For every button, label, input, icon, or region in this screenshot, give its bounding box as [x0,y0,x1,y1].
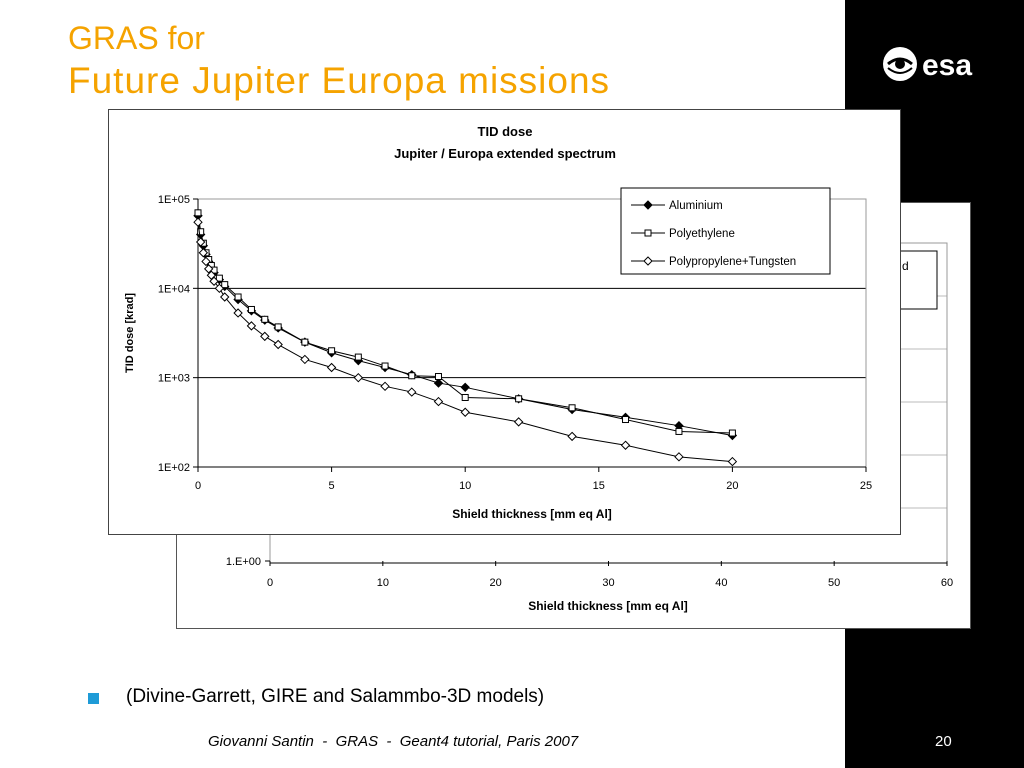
back-x-tick-label: 0 [267,577,273,589]
legend-label: Polypropylene+Tungsten [669,256,796,268]
data-point [203,264,214,274]
legend-marker-icon [643,256,653,266]
series-polyethylene [194,209,736,437]
data-point [247,305,255,313]
data-point [727,456,738,467]
legend-entry: Polypropylene+Tungsten [631,256,796,268]
data-point [198,248,209,258]
data-point [326,362,337,373]
data-point [434,373,442,381]
legend-label: Polyethylene [669,228,735,240]
esa-logo-icon: esa [883,47,972,82]
bullet-text: (Divine-Garrett, GIRE and Salammbo-3D mo… [126,686,545,707]
data-point [622,416,630,424]
data-point [675,427,683,435]
data-point [567,431,577,442]
data-point [300,354,310,365]
slide-title-line2: Future Jupiter Europa missions [68,60,611,101]
x-tick-label: 5 [329,480,335,492]
bullet-square-icon [88,692,99,704]
x-tick-label: 20 [726,480,738,492]
tid-dose-chart: TID dose Jupiter / Europa extended spect… [124,124,872,521]
data-point [260,331,270,342]
back-x-tick-label: 10 [377,577,389,589]
footer-credit: Giovanni Santin - GRAS - Geant4 tutorial… [208,733,579,750]
data-point [328,347,336,355]
data-point [215,274,223,282]
series-polypropylene-tungsten [193,217,738,467]
data-point [460,382,470,393]
data-point [233,308,243,318]
y-tick-label: 1E+05 [158,194,190,206]
data-point [620,440,631,450]
x-tick-label: 0 [195,480,201,492]
y-tick-label: 1E+04 [158,283,190,295]
data-point [433,396,444,407]
data-point [273,339,283,350]
data-point [301,338,309,346]
front-chart-panel: TID dose Jupiter / Europa extended spect… [108,109,901,535]
data-point [274,323,282,331]
data-point [197,228,205,236]
y-tick-label: 1E+02 [158,462,190,474]
data-point [214,283,225,294]
legend-marker-icon [644,229,652,237]
legend-box [620,187,831,275]
slide-title-line1: GRAS for [68,20,205,56]
chart-title: TID dose [478,124,533,139]
esa-logo-text: esa [922,49,972,82]
data-point [354,353,362,361]
esa-logo: esa [880,42,990,86]
back-x-tick-label: 40 [715,577,727,589]
data-point [728,429,736,437]
data-point [234,293,242,301]
chart-subtitle: Jupiter / Europa extended spectrum [394,146,616,161]
page-number: 20 [935,733,952,750]
legend-label: Aluminium [669,200,723,212]
data-point [220,292,230,302]
data-point [193,217,203,227]
data-point [513,417,524,427]
legend-entry: Polyethylene [631,228,735,240]
data-point [515,395,523,403]
back-x-axis-label: Shield thickness [mm eq Al] [528,599,688,613]
y-axis-label: TID dose [krad] [124,293,136,373]
legend: Aluminium Polyethylene Polypropylene+Tungs… [620,187,831,275]
back-legend-fragment: d [902,259,909,273]
data-point [221,281,229,289]
data-point [674,452,684,462]
x-tick-label: 15 [593,480,605,492]
back-x-tick-label: 30 [602,577,614,589]
data-point [353,372,364,383]
data-point [433,378,444,388]
back-y-tick-label: 1.E+00 [226,556,261,568]
x-tick-label: 10 [459,480,471,492]
data-point [201,256,211,267]
x-axis-label: Shield thickness [mm eq Al] [452,507,612,521]
data-point [246,321,257,331]
data-point [195,237,206,247]
legend-entry: Aluminium [631,200,723,212]
data-point [407,387,417,397]
y-tick-label: 1E+03 [158,373,190,385]
data-point [209,276,219,286]
data-point [408,372,416,380]
data-point [380,381,390,392]
back-x-tick-label: 60 [941,577,953,589]
data-point [568,404,576,412]
bullet-item: (Divine-Garrett, GIRE and Salammbo-3D mo… [88,686,544,708]
data-point [381,362,389,370]
legend-marker-icon [643,200,653,210]
back-x-tick-label: 50 [828,577,840,589]
data-point [261,315,269,323]
back-x-tick-label: 20 [490,577,502,589]
data-point [460,407,470,417]
x-tick-label: 25 [860,480,872,492]
data-point [461,393,469,401]
data-point [194,209,202,217]
